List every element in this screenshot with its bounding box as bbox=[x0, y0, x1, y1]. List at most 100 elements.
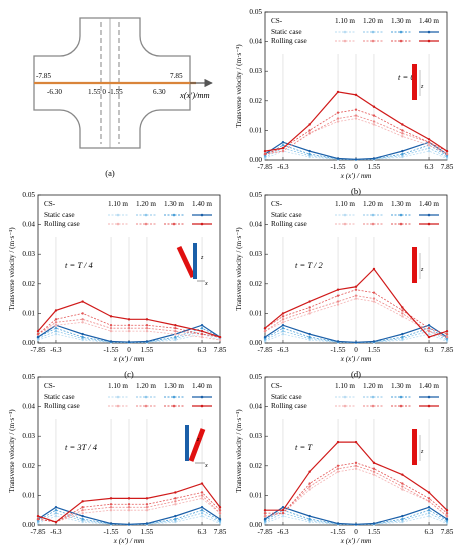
data-point bbox=[336, 303, 340, 306]
legend-height-label: 1.40 m bbox=[419, 200, 439, 208]
legend-rolling-marker bbox=[116, 404, 120, 408]
data-point bbox=[81, 500, 84, 503]
data-point bbox=[445, 332, 449, 336]
data-point bbox=[174, 514, 177, 518]
data-point bbox=[174, 332, 177, 336]
data-point bbox=[54, 309, 58, 312]
legend-height-label: 1.10 m bbox=[335, 200, 355, 208]
data-point bbox=[336, 340, 340, 343]
series-line bbox=[37, 515, 221, 526]
data-point bbox=[427, 149, 431, 153]
y-tick-label: 0.02 bbox=[249, 462, 262, 470]
data-point bbox=[354, 93, 358, 97]
data-point bbox=[445, 514, 449, 518]
data-point bbox=[401, 315, 404, 318]
legend-static-marker bbox=[371, 30, 375, 34]
data-point bbox=[354, 158, 358, 161]
data-point bbox=[127, 509, 131, 512]
data-point bbox=[372, 157, 376, 160]
data-point bbox=[200, 327, 204, 330]
label-inner-left: -6.30 bbox=[47, 88, 62, 96]
data-point bbox=[200, 332, 204, 336]
data-point bbox=[401, 129, 404, 132]
x-axis-title: x (x') / mm bbox=[340, 172, 371, 180]
data-point bbox=[218, 338, 222, 342]
data-point bbox=[308, 482, 311, 485]
data-point bbox=[145, 506, 149, 509]
data-point bbox=[401, 473, 404, 476]
data-point bbox=[401, 132, 404, 135]
data-point bbox=[427, 497, 431, 500]
data-point bbox=[174, 327, 177, 330]
data-point bbox=[308, 514, 311, 518]
series-line bbox=[37, 330, 221, 343]
x-tick-label: 0 bbox=[354, 346, 358, 354]
data-point bbox=[372, 522, 376, 525]
x-axis-title: x (x') / mm bbox=[340, 355, 371, 363]
label-center: 1.55 0 -1.55 bbox=[88, 88, 123, 96]
data-point bbox=[54, 324, 58, 327]
x-tick-label: 6.3 bbox=[198, 528, 207, 536]
data-point bbox=[281, 144, 285, 147]
data-point bbox=[81, 321, 84, 324]
data-point bbox=[401, 488, 404, 491]
data-point bbox=[127, 329, 131, 333]
wheel-bar bbox=[188, 428, 206, 462]
legend-height-label: 1.20 m bbox=[363, 382, 383, 390]
cross-outline bbox=[33, 17, 191, 149]
data-point bbox=[36, 517, 40, 521]
data-point bbox=[336, 467, 340, 470]
chart-panel-d: 0.00 0.01 0.02 0.03 0.04 0.05 -7.85 -6.3 -1.55 0 1… bbox=[235, 191, 454, 379]
data-point bbox=[372, 123, 376, 126]
data-point bbox=[54, 329, 58, 333]
data-point bbox=[427, 511, 431, 515]
legend-height-label: 1.10 m bbox=[108, 382, 128, 390]
legend-cs-label: CS- bbox=[271, 17, 283, 25]
data-point bbox=[145, 327, 149, 330]
legend-rolling-marker bbox=[116, 222, 120, 226]
legend-rolling-marker bbox=[399, 404, 403, 408]
data-point bbox=[427, 332, 431, 336]
series-line bbox=[264, 512, 448, 526]
legend-static-marker bbox=[144, 395, 148, 399]
time-label: t = 0 bbox=[398, 72, 415, 82]
data-point bbox=[81, 318, 84, 321]
data-point bbox=[372, 120, 376, 123]
label-left-edge: -7.85 bbox=[36, 72, 51, 80]
data-point bbox=[109, 506, 113, 509]
x-tick-label: -6.3 bbox=[277, 163, 289, 171]
data-point bbox=[174, 503, 177, 506]
x-tick-label: 0 bbox=[354, 528, 358, 536]
series-line bbox=[264, 298, 448, 338]
data-point bbox=[81, 300, 84, 303]
caption-a: (a) bbox=[105, 168, 115, 178]
data-point bbox=[427, 141, 431, 144]
data-point bbox=[354, 461, 358, 465]
legend-rolling-marker bbox=[427, 39, 431, 43]
data-point bbox=[281, 315, 285, 318]
data-point bbox=[281, 332, 285, 336]
data-point bbox=[200, 335, 204, 339]
data-point bbox=[127, 497, 131, 500]
legend-rolling-label: Rolling case bbox=[271, 220, 307, 228]
legend-rolling-label: Rolling case bbox=[271, 402, 307, 410]
data-point bbox=[308, 300, 311, 303]
data-point bbox=[336, 120, 340, 123]
data-point bbox=[200, 329, 204, 333]
y-tick-label: 0.04 bbox=[249, 221, 262, 229]
y-tick-label: 0.02 bbox=[22, 462, 35, 470]
data-point bbox=[336, 470, 340, 473]
axle-bar bbox=[185, 425, 189, 461]
data-point bbox=[427, 324, 431, 327]
legend-static-marker bbox=[116, 395, 120, 399]
data-point bbox=[174, 335, 177, 339]
data-point bbox=[200, 324, 204, 327]
data-point bbox=[145, 324, 149, 327]
legend-static-marker bbox=[343, 30, 347, 34]
legend-static-marker bbox=[427, 395, 431, 399]
data-point bbox=[308, 332, 311, 336]
wheel-bar bbox=[412, 429, 417, 465]
data-point bbox=[109, 503, 113, 506]
data-point bbox=[218, 511, 222, 515]
legend-rolling-marker bbox=[144, 222, 148, 226]
